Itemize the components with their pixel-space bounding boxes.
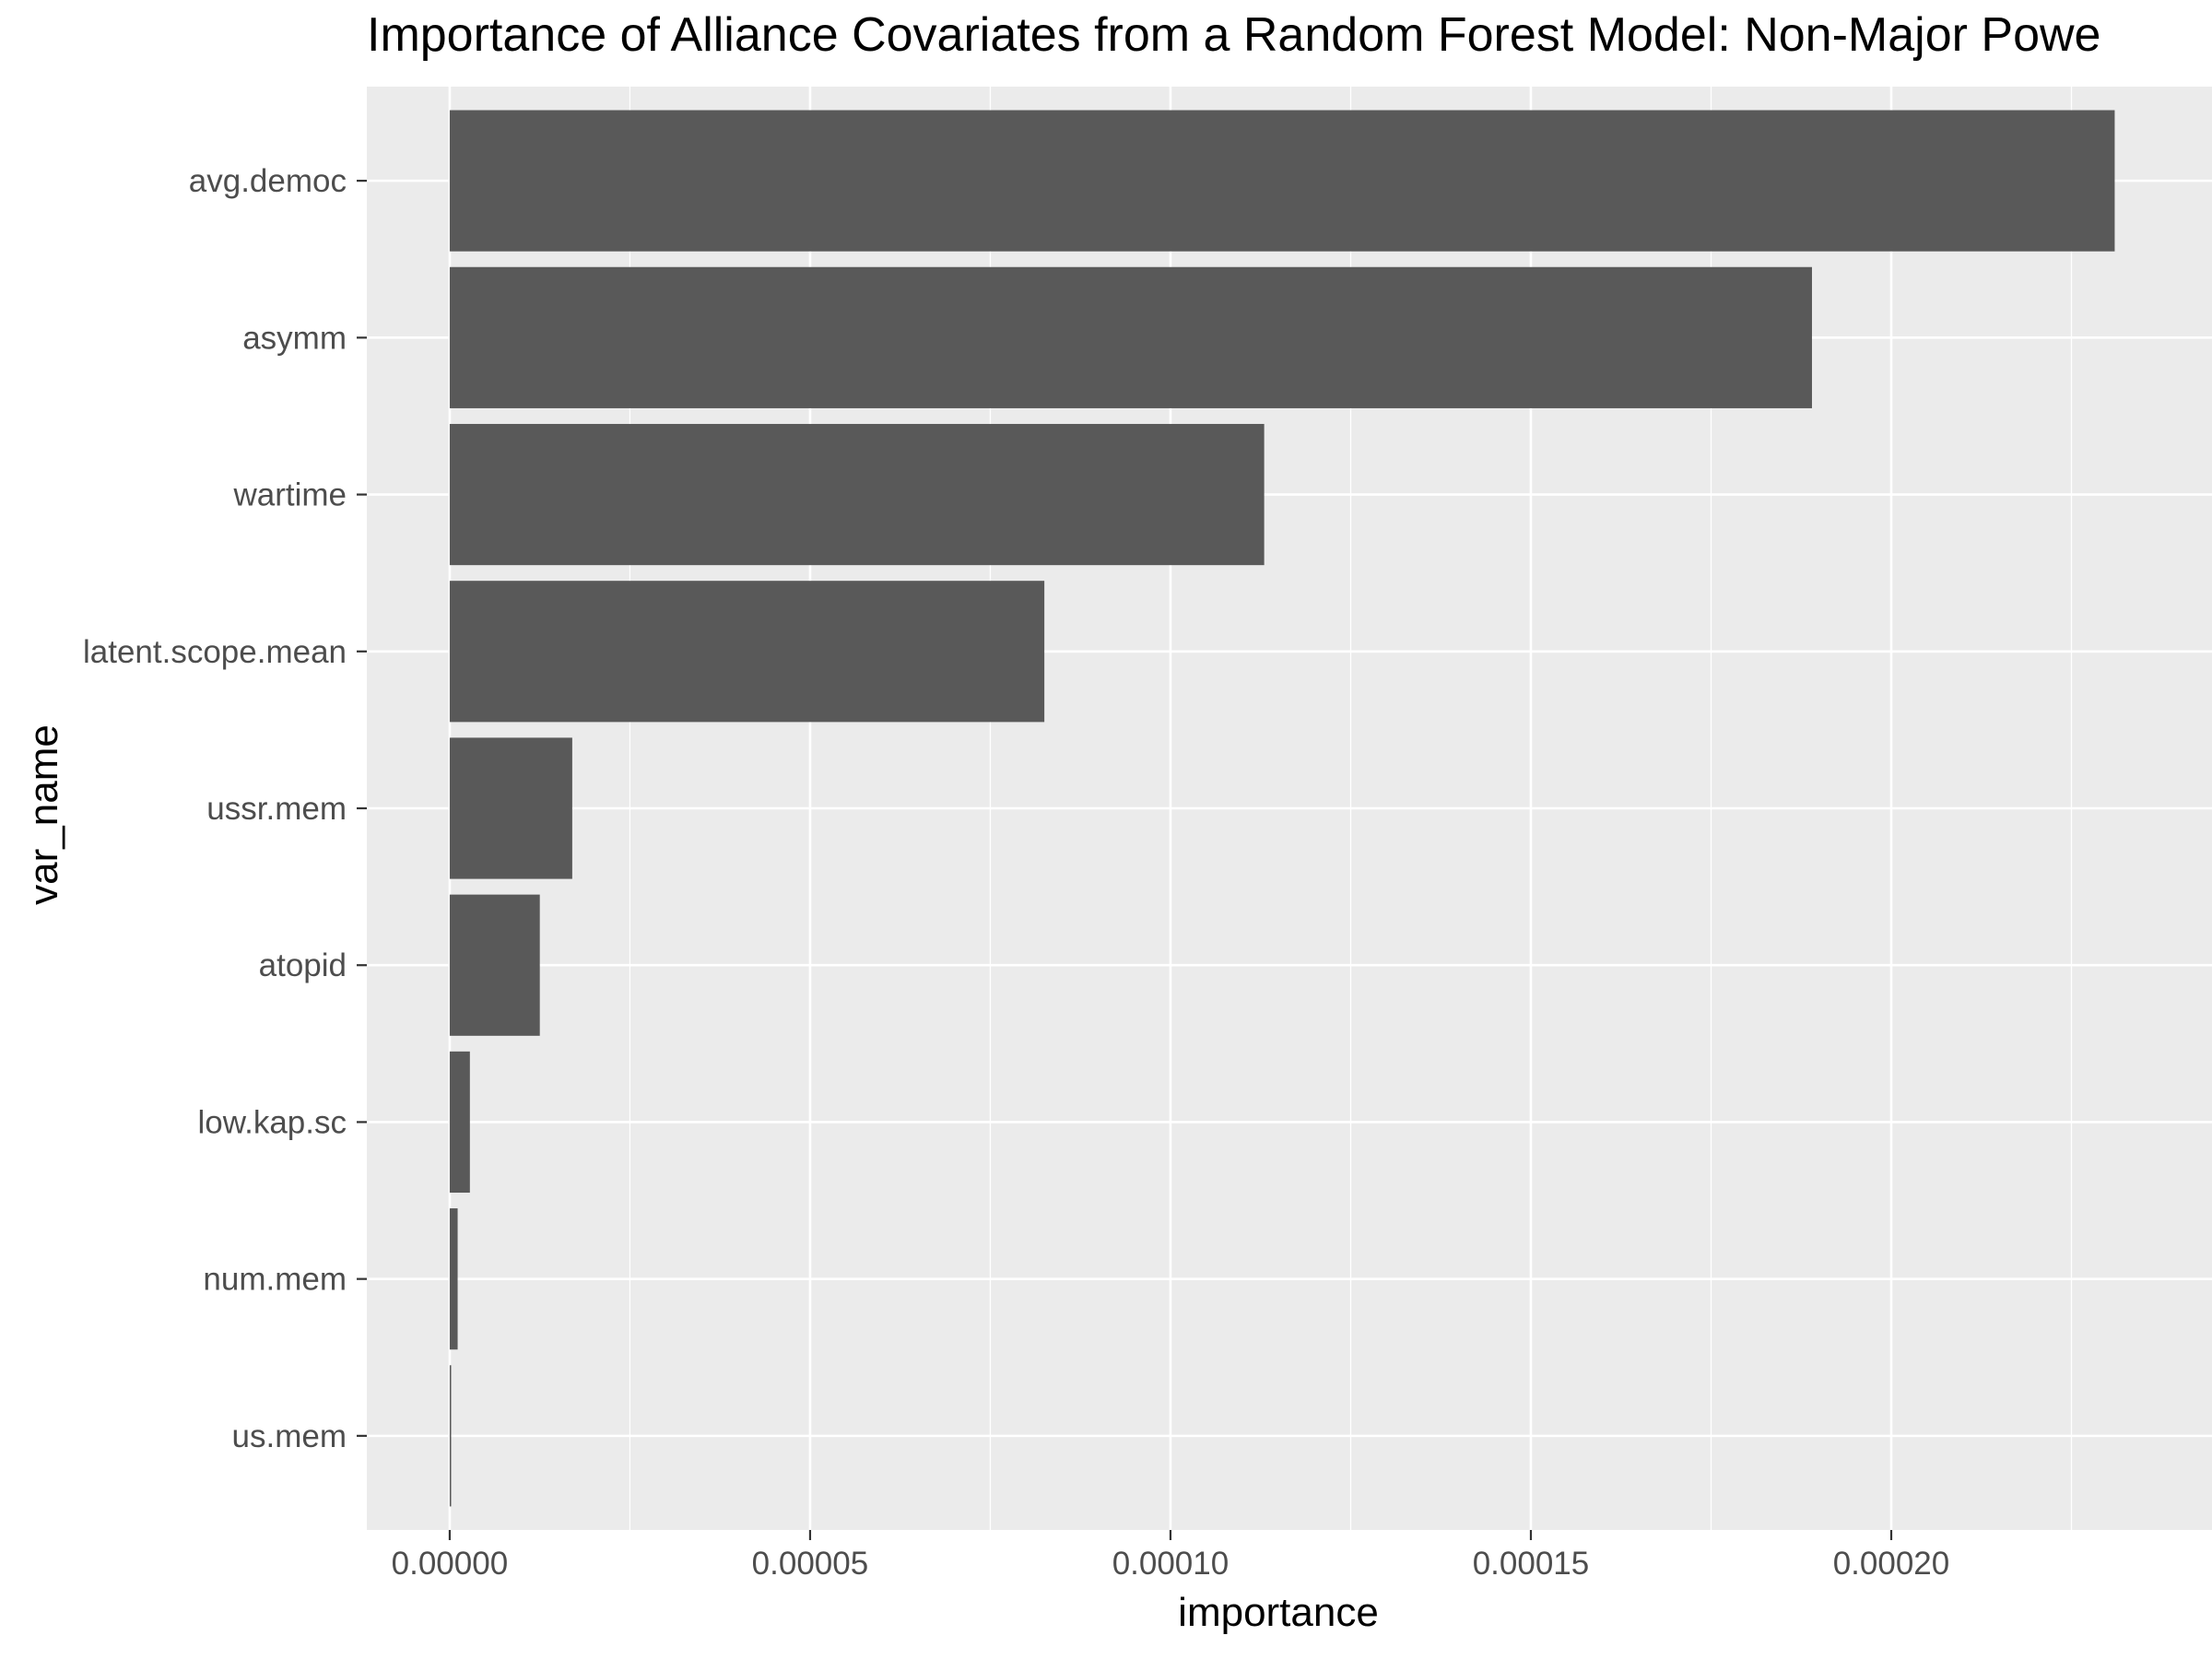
y-tick-label: wartime — [232, 477, 347, 513]
bar-low-kap-sc — [449, 1051, 470, 1194]
x-tick-label: 0.00010 — [1112, 1546, 1230, 1582]
bar-latent-scope-mean — [449, 581, 1045, 723]
x-axis-title: importance — [1178, 1590, 1379, 1635]
bar-num-mem — [449, 1208, 458, 1350]
y-axis-title: var_name — [21, 724, 66, 905]
y-tick-label: num.mem — [203, 1262, 347, 1298]
y-tick-label: us.mem — [232, 1418, 347, 1454]
x-tick-label: 0.00000 — [392, 1546, 509, 1582]
y-tick-label: low.kap.sc — [198, 1104, 347, 1140]
x-tick-label: 0.00015 — [1473, 1546, 1590, 1582]
chart-title: Importance of Alliance Covariates from a… — [367, 8, 2101, 62]
y-tick-label: ussr.mem — [206, 791, 347, 827]
x-tick-label: 0.00005 — [752, 1546, 869, 1582]
y-tick-label: latent.scope.mean — [83, 634, 347, 670]
bar-ussr-mem — [449, 737, 572, 879]
bar-avg-democ — [449, 110, 2115, 252]
x-tick-label: 0.00020 — [1833, 1546, 1950, 1582]
bar-asymm — [449, 266, 1812, 408]
y-tick-label: asymm — [242, 320, 347, 356]
bar-wartime — [449, 423, 1265, 566]
y-tick-label: avg.democ — [189, 163, 347, 199]
bar-atopid — [449, 894, 540, 1036]
bar-us-mem — [449, 1365, 452, 1507]
y-tick-label: atopid — [259, 947, 347, 983]
